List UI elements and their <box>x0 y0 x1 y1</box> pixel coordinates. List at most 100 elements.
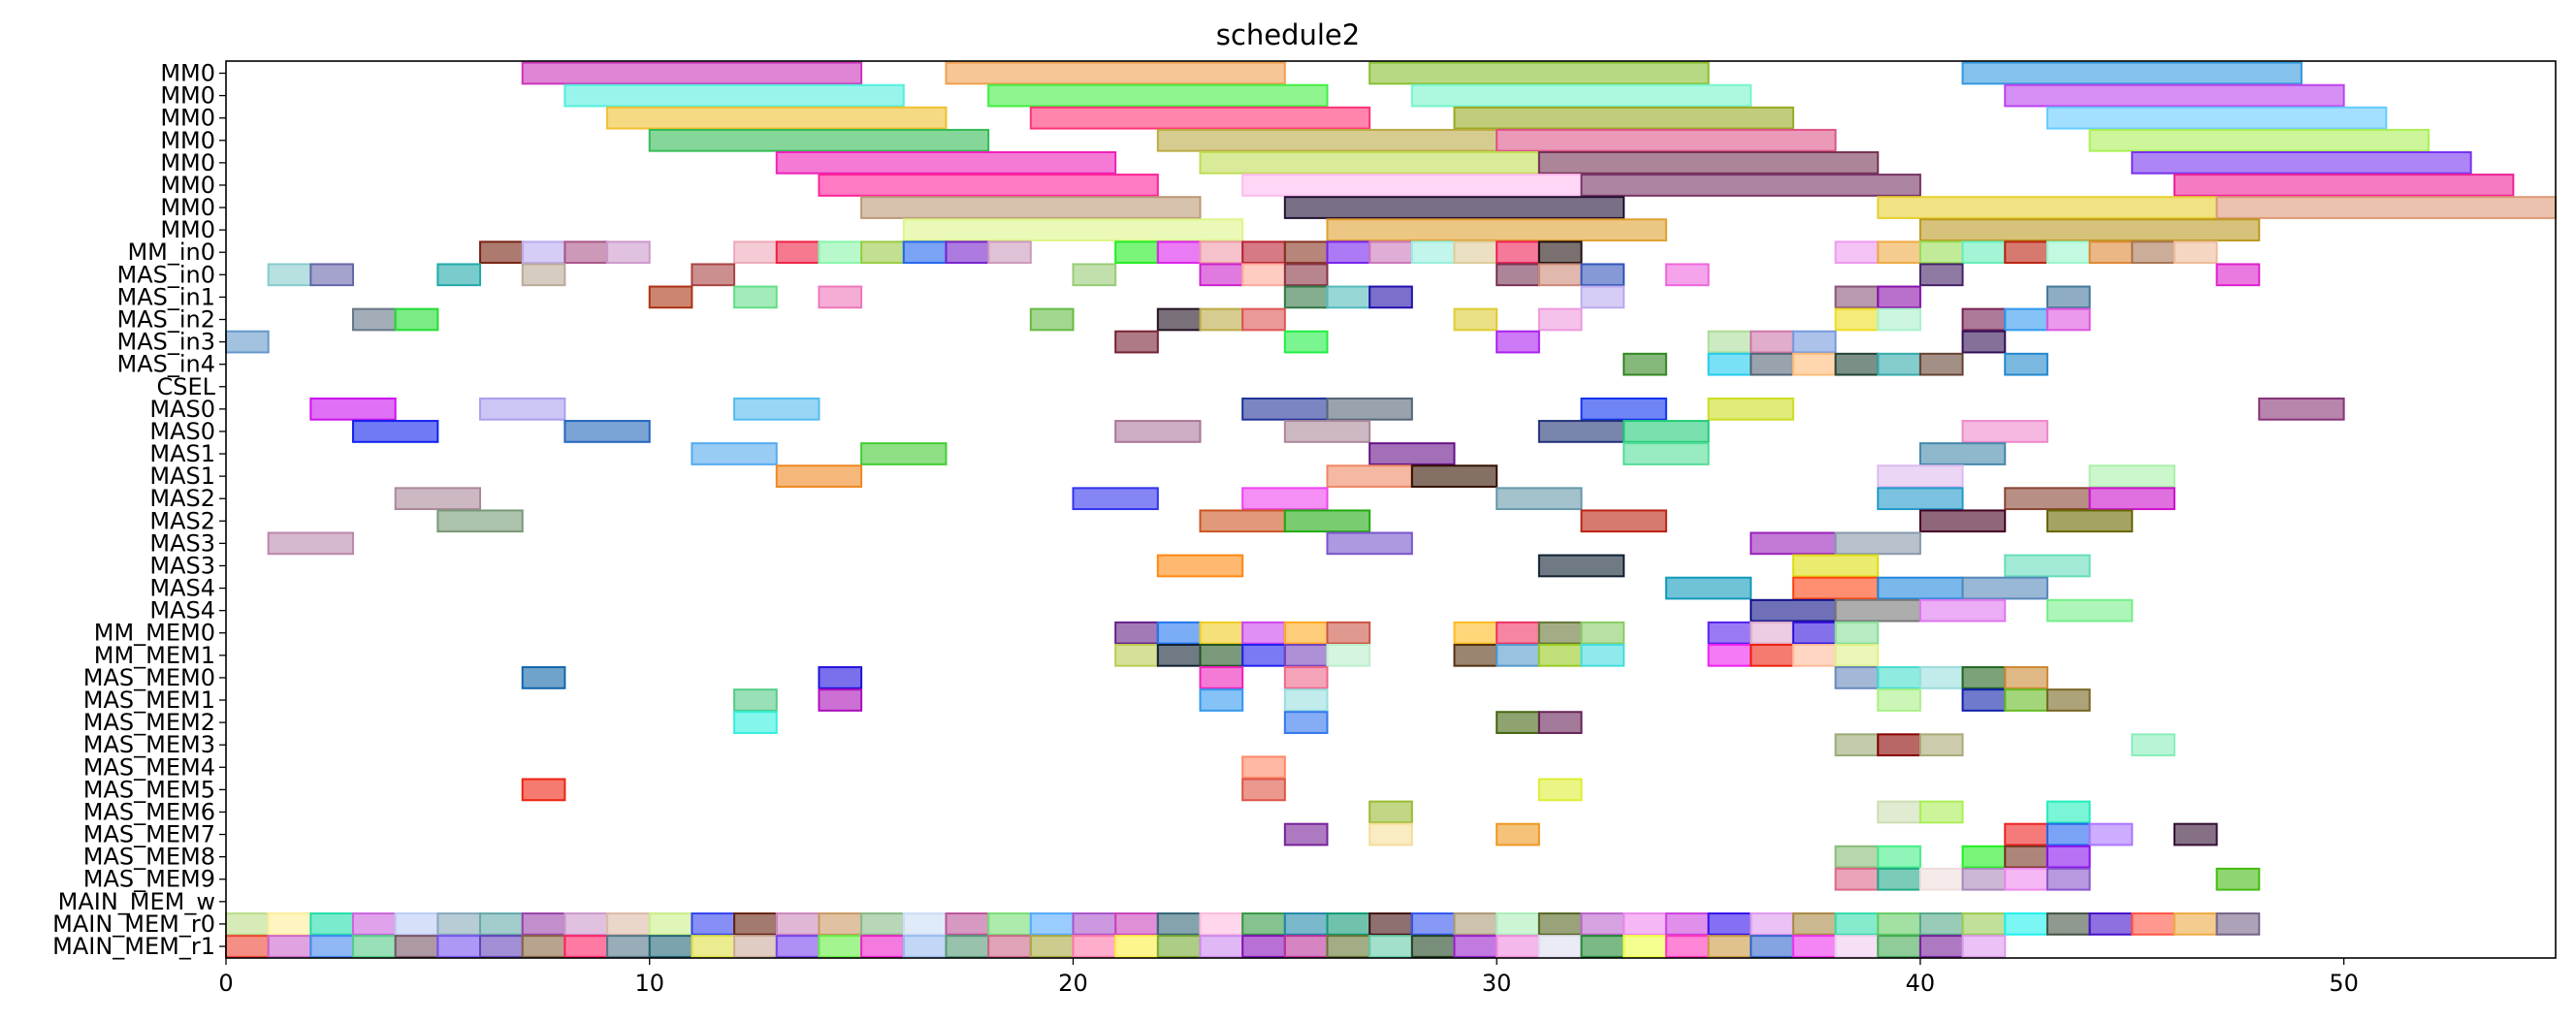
schedule-bar <box>1750 935 1794 958</box>
schedule-bar <box>860 912 905 936</box>
y-tick-label: MM0 <box>160 149 215 176</box>
schedule-bar <box>1114 912 1159 936</box>
y-tick-label: MAS0 <box>149 396 215 423</box>
schedule-bar <box>1750 643 1794 667</box>
schedule-bar <box>1877 867 1921 891</box>
y-tick-label: MM0 <box>160 82 215 110</box>
schedule-bar <box>1199 621 1244 645</box>
y-tick-label: MAS2 <box>149 507 215 534</box>
schedule-bar <box>1918 598 2007 623</box>
schedule-bar <box>1961 61 2302 85</box>
schedule-bar <box>733 711 778 734</box>
schedule-bar <box>902 240 948 265</box>
schedule-bar <box>1410 912 1456 936</box>
schedule-bar <box>267 935 312 958</box>
schedule-bar <box>1241 755 1286 780</box>
schedule-bar <box>1918 666 1964 689</box>
y-tick-label: MAS_MEM7 <box>83 821 215 848</box>
schedule-bar <box>2173 822 2218 846</box>
schedule-bar <box>1834 845 1880 869</box>
schedule-bar <box>1750 330 1794 354</box>
schedule-bar <box>1918 442 2007 465</box>
schedule-bar <box>1961 420 2048 443</box>
y-tick-label: MAS_MEM1 <box>83 687 215 714</box>
schedule-bar <box>564 83 905 108</box>
schedule-bar <box>1072 487 1159 511</box>
schedule-bar <box>648 128 990 152</box>
schedule-bar <box>1496 822 1540 846</box>
schedule-bar <box>1877 935 1921 958</box>
schedule-bar <box>860 196 1202 219</box>
schedule-bar <box>818 688 863 712</box>
schedule-bar <box>1156 621 1202 645</box>
schedule-bar <box>1029 935 1075 958</box>
schedule-bar <box>1623 352 1667 376</box>
schedule-bar <box>1496 711 1540 734</box>
schedule-bar <box>2131 912 2175 936</box>
schedule-bar <box>1537 778 1583 802</box>
schedule-bar <box>1368 240 1413 265</box>
y-tick-label: MAS_in4 <box>116 351 215 378</box>
schedule-bar <box>1877 240 1921 265</box>
schedule-bar <box>1877 464 1964 488</box>
schedule-bar <box>1283 240 1329 265</box>
schedule-bar <box>818 935 863 958</box>
schedule-bar <box>1029 307 1075 332</box>
y-tick-label: MAS_MEM4 <box>83 753 215 781</box>
schedule-bar <box>1623 935 1667 958</box>
schedule-bar <box>945 912 990 936</box>
schedule-bar <box>1283 509 1371 533</box>
schedule-bar <box>394 307 439 332</box>
schedule-bar <box>1707 912 1753 936</box>
schedule-bar <box>1961 912 2007 936</box>
schedule-bar <box>521 666 566 689</box>
schedule-bar <box>775 464 863 488</box>
schedule-bar <box>521 912 566 936</box>
schedule-bar <box>1537 621 1583 645</box>
schedule-bar <box>1241 935 1286 958</box>
schedule-bar <box>1326 218 1667 241</box>
schedule-bar <box>860 240 905 265</box>
schedule-bar <box>2004 845 2048 869</box>
schedule-bar <box>1918 352 1964 376</box>
schedule-bar <box>1750 621 1794 645</box>
schedule-bar <box>2004 83 2345 108</box>
schedule-bar <box>1241 778 1286 802</box>
schedule-bar <box>2004 912 2048 936</box>
schedule-bar <box>1791 912 1837 936</box>
chart-title: schedule2 <box>1216 18 1360 51</box>
schedule-bar <box>1241 621 1286 645</box>
schedule-bar <box>564 240 609 265</box>
schedule-bar <box>1072 263 1117 287</box>
schedule-bar <box>479 912 524 936</box>
schedule-bar <box>521 935 566 958</box>
schedule-bar <box>1368 935 1413 958</box>
schedule-bar <box>2088 822 2134 846</box>
schedule-bar <box>2045 800 2091 824</box>
schedule-bar <box>1283 196 1626 219</box>
schedule-bar <box>1834 531 1921 556</box>
schedule-bar <box>1283 688 1329 712</box>
schedule-bar <box>2045 688 2091 712</box>
schedule-bar <box>818 666 863 689</box>
schedule-bar <box>691 263 736 287</box>
schedule-bar <box>1072 935 1117 958</box>
schedule-bar <box>2131 240 2175 265</box>
schedule-bar <box>1834 867 1880 891</box>
schedule-bar <box>1326 240 1371 265</box>
schedule-bar <box>1961 666 2007 689</box>
schedule-bar <box>1453 643 1498 667</box>
schedule-bar <box>352 912 397 936</box>
schedule-bar <box>775 935 821 958</box>
schedule-bar <box>1156 935 1202 958</box>
schedule-bar <box>1834 643 1880 667</box>
schedule-bar <box>1283 912 1329 936</box>
schedule-bar <box>1368 442 1456 465</box>
y-tick-label: MAS3 <box>149 529 215 557</box>
schedule-bar <box>1496 935 1540 958</box>
schedule-bar <box>479 240 524 265</box>
schedule-bar <box>267 263 312 287</box>
schedule-bar <box>775 151 1117 175</box>
schedule-bar <box>1453 935 1498 958</box>
